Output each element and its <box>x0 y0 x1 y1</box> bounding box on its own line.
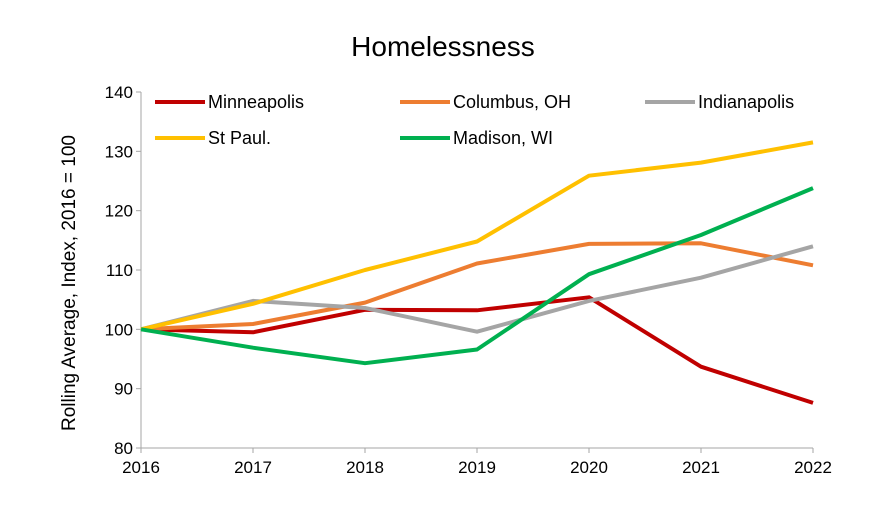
x-tick-label: 2017 <box>234 458 272 477</box>
y-tick-label: 100 <box>105 320 133 339</box>
x-tick-label: 2020 <box>570 458 608 477</box>
legend-label-st-paul: St Paul. <box>208 128 271 148</box>
series-line-minneapolis <box>140 295 814 405</box>
legend-label-columbus-oh: Columbus, OH <box>453 92 571 112</box>
series-lines <box>140 140 814 405</box>
legend-label-madison-wi: Madison, WI <box>453 128 553 148</box>
x-tick-label: 2016 <box>122 458 160 477</box>
y-tick-label: 90 <box>114 380 133 399</box>
legend-label-indianapolis: Indianapolis <box>698 92 794 112</box>
chart-title: Homelessness <box>351 31 535 62</box>
x-tick-label: 2021 <box>682 458 720 477</box>
y-tick-label: 140 <box>105 83 133 102</box>
y-tick-label: 80 <box>114 439 133 458</box>
y-tick-label: 130 <box>105 142 133 161</box>
x-tick-label: 2022 <box>794 458 832 477</box>
legend: Minneapolis Columbus, OH Indianapolis St Pa… <box>155 92 794 148</box>
axes: 80 90 100 110 120 130 140 2016 2017 2018 2019 2020 2… <box>105 83 832 477</box>
series-line-indianapolis <box>140 244 814 334</box>
y-tick-label: 110 <box>106 261 133 280</box>
series-line-madison-wi <box>140 186 814 366</box>
series-line-columbus-oh <box>140 241 814 332</box>
y-tick-label: 120 <box>105 202 133 221</box>
series-line-st-paul <box>140 140 814 332</box>
x-tick-label: 2018 <box>346 458 384 477</box>
x-tick-label: 2019 <box>458 458 496 477</box>
y-axis-label: Rolling Average, Index, 2016 = 100 <box>59 135 80 431</box>
legend-label-minneapolis: Minneapolis <box>208 92 304 112</box>
